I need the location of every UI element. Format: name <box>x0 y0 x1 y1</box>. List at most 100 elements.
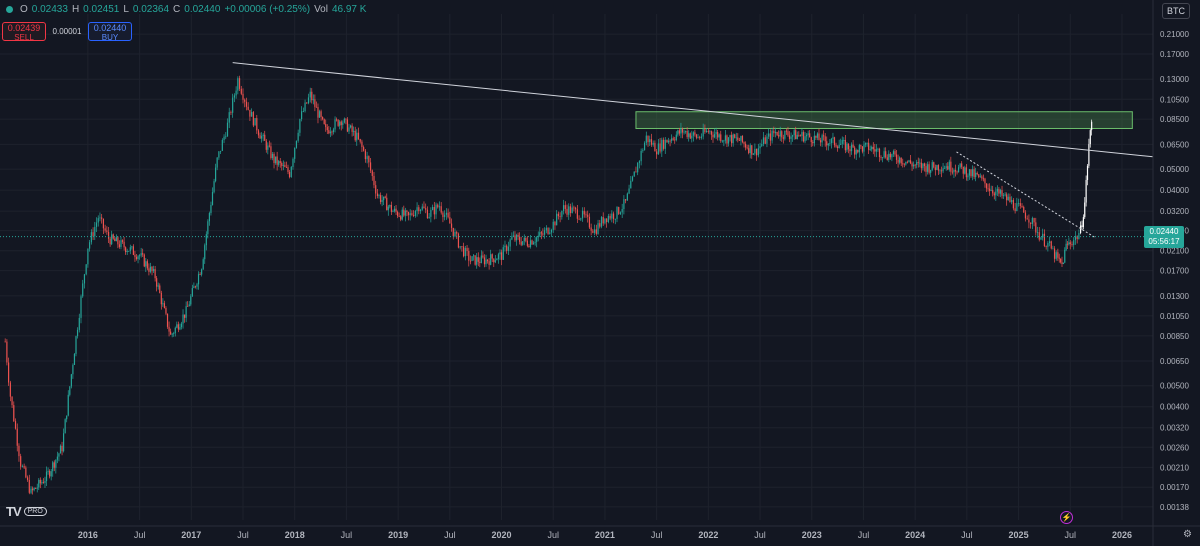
candle-body <box>1071 244 1073 246</box>
candle-body <box>135 256 138 259</box>
currency-badge[interactable]: BTC <box>1162 3 1190 19</box>
candle-body <box>829 143 831 144</box>
candle-body <box>556 213 558 226</box>
candle-body <box>353 130 355 132</box>
open-label: O <box>20 4 28 15</box>
candle-body <box>718 134 720 138</box>
candle-body <box>461 246 463 248</box>
candle-body <box>351 125 353 132</box>
candle-body <box>578 218 580 220</box>
time-axis[interactable]: 2016 Jul 2017 Jul 2018 Jul 2019 Jul 2020 Jul 2021 J… <box>0 525 1200 540</box>
sell-button[interactable]: 0.02439 SELL <box>2 22 46 42</box>
candle-body <box>650 139 653 145</box>
candle-body <box>230 112 232 113</box>
candle-body <box>692 132 694 136</box>
candle-body <box>252 112 254 126</box>
candle-body <box>771 130 773 141</box>
candle-body <box>55 459 57 468</box>
candle-body <box>242 93 244 100</box>
candle-body <box>335 119 338 121</box>
candle-body <box>123 241 125 248</box>
candle-body <box>173 333 175 334</box>
trendlines[interactable] <box>0 62 1154 239</box>
candle-body <box>536 237 538 242</box>
candle-body <box>787 131 789 136</box>
candle-body <box>8 362 10 383</box>
candle-body <box>1065 243 1067 250</box>
time-tick-label: 2018 <box>285 530 305 540</box>
candle-body <box>251 112 253 117</box>
candle-body <box>474 255 476 265</box>
candle-body <box>838 144 840 148</box>
candle-body <box>257 130 260 136</box>
candle-body <box>823 135 825 137</box>
candle-body <box>587 214 589 217</box>
candle-body <box>500 252 503 260</box>
candle-body <box>384 196 386 198</box>
candle-body <box>11 396 13 406</box>
candle-body <box>1058 257 1060 259</box>
candle-body <box>94 226 96 237</box>
candle-body <box>659 143 661 152</box>
candle-body <box>854 147 856 155</box>
candle-body <box>61 445 63 452</box>
candle-body <box>976 172 978 175</box>
candle-body <box>768 133 770 137</box>
candle-body <box>322 116 324 120</box>
candle-body <box>712 134 714 138</box>
candle-body <box>581 210 584 219</box>
time-tick-label: 2020 <box>492 530 512 540</box>
candle-body <box>944 168 946 169</box>
candle-body <box>909 160 912 164</box>
candle-body <box>700 136 703 138</box>
candle-body <box>978 174 980 178</box>
candle-body <box>14 421 17 429</box>
candle-body <box>132 246 134 255</box>
time-tick-label: Jul <box>444 530 456 540</box>
candle-body <box>245 101 248 107</box>
candle-body <box>526 240 528 246</box>
candle-body <box>680 128 682 134</box>
lightning-icon[interactable]: ⚡ <box>1060 511 1073 524</box>
candle-body <box>152 269 155 272</box>
candle-body <box>675 134 677 141</box>
candle-body <box>309 91 311 98</box>
candle-body <box>159 285 161 293</box>
candle-body <box>1043 233 1046 247</box>
candle-body <box>160 292 162 305</box>
candle-body <box>371 170 373 176</box>
candle-body <box>852 144 854 148</box>
candle-body <box>188 304 190 307</box>
candle-body <box>342 122 344 125</box>
candle-body <box>102 218 105 229</box>
candle-body <box>493 258 495 263</box>
candle-body <box>804 136 806 142</box>
candle-body <box>774 131 777 134</box>
sell-price: 0.02439 <box>7 23 41 33</box>
candle-body <box>226 122 229 137</box>
candle-body <box>691 135 693 139</box>
candle-body <box>756 148 758 156</box>
resistance-zone[interactable] <box>635 111 1133 129</box>
gear-icon[interactable]: ⚙ <box>1183 529 1192 540</box>
candle-body <box>776 131 778 136</box>
buy-button[interactable]: 0.02440 BUY <box>88 22 132 42</box>
candle-body <box>328 130 330 134</box>
price-axis[interactable]: 0.21000 0.17000 0.13000 0.10500 0.08500 0.065… <box>1152 0 1189 546</box>
candle-body <box>180 323 183 328</box>
candle-body <box>104 228 106 231</box>
candle-body <box>413 214 415 216</box>
candle-body <box>816 133 819 138</box>
candle-body <box>922 163 924 169</box>
candle-body <box>357 132 360 139</box>
candle-body <box>569 206 572 214</box>
candle-body <box>713 134 716 138</box>
candle-body <box>618 207 620 214</box>
candle-body <box>340 121 342 125</box>
candle-body <box>1086 165 1089 180</box>
price-tick-label: 0.04000 <box>1160 186 1189 195</box>
price-tick-label: 0.06500 <box>1160 140 1189 149</box>
tradingview-logo[interactable]: TV PRO <box>6 504 47 519</box>
candle-body <box>757 148 759 156</box>
